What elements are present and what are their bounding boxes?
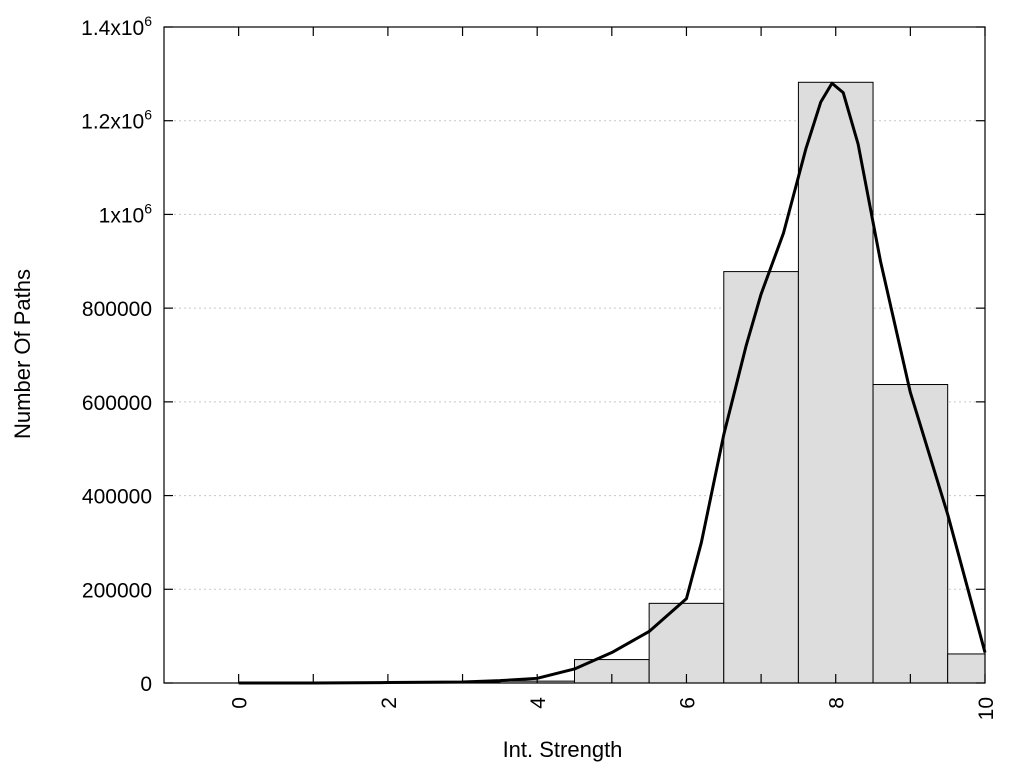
y-tick-label: 1.2x106 — [81, 107, 152, 134]
histogram-bar — [723, 271, 799, 684]
gridlines — [164, 120, 985, 590]
histogram-bars — [424, 81, 986, 684]
y-tick-label: 1x106 — [99, 200, 153, 227]
y-tick-label: 200000 — [82, 579, 152, 602]
y-axis-title: Number Of Paths — [10, 269, 35, 439]
y-tick-label: 800000 — [82, 298, 152, 321]
plot-frame — [163, 26, 986, 684]
y-tick-label: 1.4x106 — [81, 13, 152, 40]
x-tick-labels: 0 2 4 6 8 10 — [229, 697, 998, 721]
x-tick-label: 2 — [378, 697, 401, 709]
histogram-bar — [947, 653, 986, 684]
fit-curve-layer — [238, 81, 987, 685]
y-tick-labels: 0 200000 400000 600000 800000 1x106 1.2x106 1.4… — [81, 13, 152, 696]
x-tick-label: 10 — [975, 697, 998, 720]
x-tick-label: 0 — [229, 697, 252, 709]
x-tick-label: 6 — [676, 697, 699, 709]
y-tick-label: 400000 — [82, 486, 152, 509]
tick-marks — [164, 26, 986, 684]
y-tick-label: 600000 — [82, 392, 152, 415]
histogram-bar — [872, 384, 949, 684]
fit-curve — [238, 81, 987, 685]
x-tick-label: 8 — [826, 697, 849, 709]
x-tick-label: 4 — [527, 697, 550, 709]
histogram-bar — [648, 602, 725, 684]
y-tick-label: 0 — [140, 673, 152, 696]
x-axis-title: Int. Strength — [503, 737, 623, 762]
histogram-bar — [797, 81, 874, 684]
